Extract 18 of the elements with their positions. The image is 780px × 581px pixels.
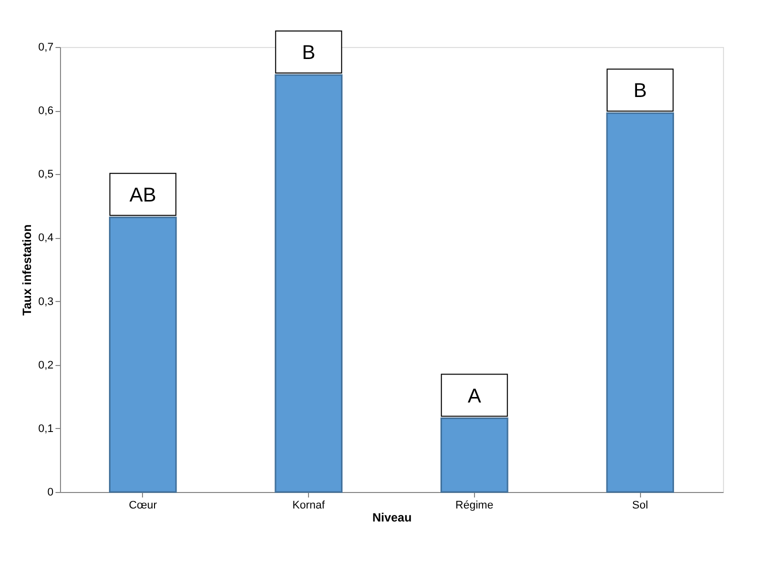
y-axis-title: Taux infestation [20,224,34,316]
annotation: B [633,80,647,102]
y-tick-label: 0 [47,486,54,498]
x-tick-label: Kornaf [292,500,326,512]
x-tick-label: Régime [455,500,494,512]
annotation: B [302,42,316,64]
y-tick-label: 0,3 [38,296,54,308]
y-tick-label: 0,7 [38,42,54,54]
x-tick-label: Sol [632,500,648,512]
x-axis-title: Niveau [372,510,412,524]
x-tick-label: Cœur [128,500,158,512]
y-tick-label: 0,6 [38,105,54,118]
y-tick-label: 0,5 [38,168,54,181]
annotation: A [468,385,482,408]
annotation: AB [130,184,156,206]
y-tick-label: 0,4 [38,232,54,244]
y-tick-label: 0,1 [38,422,54,435]
y-tick-label: 0,2 [38,359,54,372]
